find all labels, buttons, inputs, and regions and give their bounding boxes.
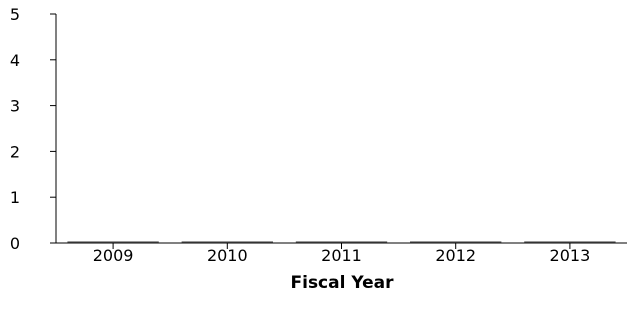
bar-2011 [295,241,388,243]
y-axis: 0 1 2 3 4 5 [10,5,57,253]
bar-2013 [524,241,616,243]
x-tick-label: 2009 [93,246,134,265]
x-tick-label: 2010 [207,246,248,265]
x-tick-label: 2011 [321,246,362,265]
y-tick-label: 3 [10,97,20,116]
x-axis-title: Fiscal Year [291,273,395,293]
bar-2009 [67,241,159,243]
y-tick-label: 1 [10,188,20,207]
y-tick-label: 2 [10,142,20,161]
y-tick-label: 4 [10,51,20,70]
bar-2010 [181,241,273,243]
y-tick-label: 0 [10,234,20,253]
bars [67,241,616,243]
bar-2012 [410,241,502,243]
x-tick-label: 2012 [435,246,476,265]
y-tick-label: 5 [10,5,20,24]
x-tick-label: 2013 [550,246,591,265]
x-axis: 2009 2010 2011 2012 2013 [56,242,627,265]
